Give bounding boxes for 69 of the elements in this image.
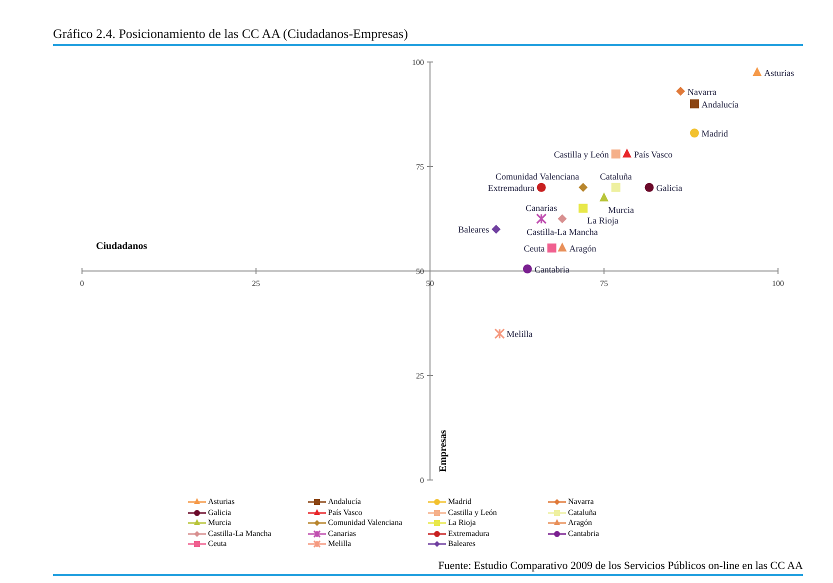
point — [644, 182, 654, 192]
legend-label: Cantabria — [568, 528, 600, 539]
legend-label: Melilla — [328, 539, 352, 550]
text: Castilla y León — [554, 149, 609, 160]
text: Aragón — [569, 244, 596, 254]
text: Canarias — [526, 202, 558, 213]
x-tick-label: 25 — [252, 279, 260, 288]
legend-label: Cataluña — [568, 508, 596, 518]
legend-label: Extremadura — [448, 528, 490, 539]
text: Murcia — [608, 204, 634, 215]
point — [547, 244, 556, 253]
text: Andalucía — [701, 99, 738, 110]
point — [558, 214, 567, 224]
point — [536, 182, 546, 192]
legend-label: País Vasco — [328, 508, 362, 518]
text: La Rioja — [587, 215, 618, 226]
text: Ceuta — [524, 244, 545, 254]
chart-title: Gráfico 2.4. Posicionamiento de las CC AA (Ciudadanos-Empresas) — [53, 26, 803, 46]
legend-label: Canarias — [328, 528, 356, 539]
text: Cataluña — [600, 171, 632, 182]
point — [676, 86, 686, 96]
text: Castilla-La Mancha — [526, 226, 598, 237]
point — [494, 328, 505, 339]
point — [690, 128, 699, 138]
point — [492, 224, 501, 234]
text: Galicia — [656, 182, 682, 193]
source-note: Fuente: Estudio Comparativo 2009 de los Servicios Públicos on-line en las CC AA — [53, 560, 803, 576]
legend-label: Aragón — [568, 518, 592, 528]
legend-label: Andalucía — [328, 497, 361, 508]
x-axis-title: Ciudadanos — [96, 241, 148, 252]
x-tick-label: 100 — [772, 279, 784, 288]
text: Extremadura — [488, 182, 534, 193]
legend-label: Murcia — [208, 518, 232, 528]
point — [600, 192, 608, 202]
legend-label: Ceuta — [208, 539, 227, 550]
text: Baleares — [458, 224, 490, 235]
point — [611, 149, 620, 158]
y-tick-label: 0 — [420, 476, 424, 485]
y-axis-title: Empresas — [438, 430, 449, 472]
text: Asturias — [764, 68, 794, 78]
y-tick-label: 75 — [416, 162, 424, 172]
legend-label: Castilla-La Mancha — [208, 528, 272, 539]
x-tick-label: 0 — [80, 279, 84, 288]
legend-label: Baleares — [448, 539, 476, 550]
point — [558, 242, 567, 252]
point — [522, 264, 532, 274]
point — [690, 99, 699, 108]
legend-label: Galicia — [208, 508, 232, 518]
text: Cantabria — [534, 264, 570, 274]
text: Navarra — [688, 86, 717, 97]
point — [611, 182, 620, 192]
legend-label: Navarra — [568, 497, 594, 508]
point — [578, 204, 588, 213]
y-tick-label: 25 — [416, 372, 424, 380]
legend-label: Castilla y León — [448, 508, 497, 518]
x-tick-label: 75 — [600, 279, 608, 288]
y-tick-label: 100 — [412, 58, 424, 67]
point — [578, 182, 588, 192]
text: Madrid — [701, 128, 728, 139]
text: País Vasco — [634, 149, 673, 160]
point — [752, 66, 762, 76]
legend-label: Madrid — [448, 497, 472, 508]
legend-label: La Rioja — [448, 518, 476, 528]
point — [622, 148, 632, 158]
text: Melilla — [506, 329, 533, 340]
text: Comunidad Valenciana — [496, 171, 580, 182]
point — [536, 213, 547, 224]
legend-label: Asturias — [208, 497, 235, 508]
legend-label: Comunidad Valenciana — [328, 518, 402, 528]
